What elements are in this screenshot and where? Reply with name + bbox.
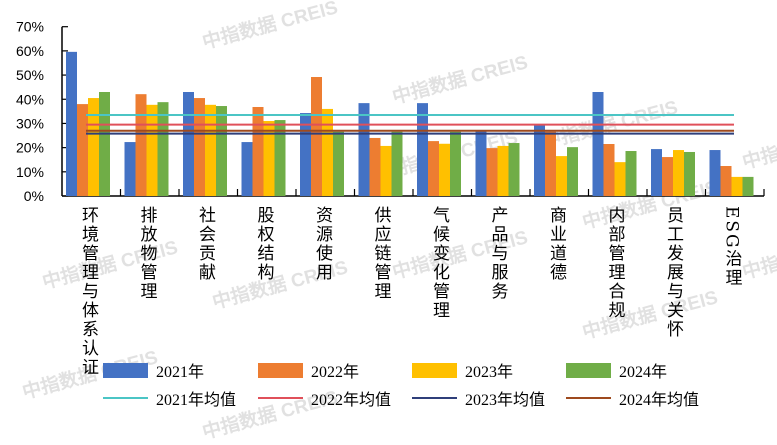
bar-2024年-环境管理与体系认证	[99, 92, 110, 196]
legend-item: 2022年均值	[258, 386, 391, 410]
bar-2022年-商业道德	[545, 131, 556, 196]
bar-2022年-内部管理合规	[603, 144, 615, 196]
legend-label: 2023年	[465, 364, 514, 381]
legend-item: 2023年均值	[412, 386, 545, 410]
bar-2024年-社会贡献	[216, 106, 227, 196]
bar-2022年-排放物管理	[135, 94, 147, 196]
bar-2024年-股权结构	[274, 120, 286, 196]
bar-2021年-内部管理合规	[592, 92, 604, 196]
category-label: 气候变化管理	[429, 206, 449, 320]
bar-2021年-产品与服务	[475, 130, 487, 196]
y-tick-label: 10%	[16, 164, 44, 180]
legend-swatch	[103, 362, 148, 378]
legend-label: 2021年	[156, 364, 205, 381]
bar-2023年-社会贡献	[205, 104, 216, 196]
bar-2024年-排放物管理	[157, 102, 169, 196]
legend-line	[258, 397, 303, 399]
bar-2022年-环境管理与体系认证	[77, 104, 88, 196]
legend-item: 2024年均值	[566, 386, 699, 410]
bar-2024年-ESG治理	[742, 176, 754, 196]
bar-2023年-内部管理合规	[614, 162, 626, 196]
bar-2021年-排放物管理	[124, 142, 136, 196]
y-tick-label: 20%	[16, 140, 44, 156]
bar-2024年-资源使用	[333, 131, 344, 196]
bar-chart: 0% 10% 20% 30% 40% 50% 60% 70%	[16, 19, 765, 204]
bar-2023年-员工发展与关怀	[673, 150, 684, 196]
bar-2022年-资源使用	[311, 77, 322, 196]
bar-2024年-产品与服务	[508, 143, 520, 196]
bar-2021年-环境管理与体系认证	[66, 51, 77, 196]
bar-2024年-气候变化管理	[450, 131, 461, 196]
legend-label: 2022年均值	[311, 392, 392, 409]
bar-2023年-产品与服务	[497, 145, 509, 196]
legend-label: 2023年均值	[465, 392, 546, 409]
bar-2022年-产品与服务	[486, 148, 498, 196]
bar-2023年-气候变化管理	[439, 143, 450, 196]
bar-2024年-员工发展与关怀	[684, 151, 695, 196]
bar-2024年-内部管理合规	[625, 151, 637, 196]
legend-line	[412, 397, 457, 399]
category-label: ESG治理	[721, 206, 742, 288]
bar-2024年-商业道德	[567, 147, 578, 196]
y-tick-label: 30%	[16, 115, 44, 131]
legend-item: 2022年	[258, 358, 359, 382]
bar-2023年-资源使用	[322, 108, 333, 196]
bar-2023年-排放物管理	[146, 104, 158, 196]
legend-item: 2024年	[566, 358, 667, 382]
bar-2021年-供应链管理	[358, 103, 370, 196]
bar-2021年-资源使用	[300, 113, 311, 196]
legend-item: 2021年均值	[103, 386, 236, 410]
bar-2023年-ESG治理	[731, 176, 743, 196]
legend-swatch	[412, 362, 457, 378]
y-tick-label: 0%	[24, 188, 44, 204]
bar-2021年-社会贡献	[183, 92, 194, 196]
category-label: 股权结构	[253, 206, 274, 282]
category-label: 产品与服务	[487, 206, 508, 301]
bar-2024年-供应链管理	[391, 131, 403, 196]
bar-2021年-ESG治理	[709, 150, 721, 196]
bar-2023年-商业道德	[556, 156, 567, 196]
legend-item: 2023年	[412, 358, 513, 382]
legend-swatch	[566, 362, 611, 378]
legend-label: 2022年	[311, 364, 360, 381]
legend-label: 2021年均值	[156, 392, 237, 409]
y-tick-label: 60%	[16, 43, 44, 59]
category-label: 社会贡献	[195, 206, 215, 282]
category-label: 环境管理与体系认证	[78, 206, 98, 377]
bar-2022年-员工发展与关怀	[662, 157, 673, 196]
bar-2021年-员工发展与关怀	[651, 149, 662, 196]
bar-2023年-环境管理与体系认证	[88, 98, 99, 196]
category-label: 资源使用	[312, 206, 332, 282]
bar-2022年-股权结构	[252, 106, 264, 196]
legend-item: 2021年	[103, 358, 204, 382]
legend-label: 2024年均值	[619, 392, 700, 409]
y-tick-label: 70%	[16, 19, 44, 35]
bar-2023年-股权结构	[263, 121, 275, 196]
legend-swatch	[258, 362, 303, 378]
bar-2021年-股权结构	[241, 142, 253, 196]
bar-2021年-商业道德	[534, 125, 545, 196]
legend-label: 2024年	[619, 364, 668, 381]
legend-line	[566, 397, 611, 399]
legend-line	[103, 397, 148, 399]
bar-2022年-气候变化管理	[428, 141, 439, 196]
category-label: 员工发展与关怀	[663, 206, 683, 339]
y-tick-label: 40%	[16, 91, 44, 107]
y-tick-label: 50%	[16, 67, 44, 83]
bar-2021年-气候变化管理	[417, 103, 428, 196]
category-label: 供应链管理	[370, 206, 391, 301]
category-label: 排放物管理	[136, 206, 157, 301]
category-label: 内部管理合规	[604, 206, 625, 320]
category-label: 商业道德	[546, 206, 566, 282]
bar-2023年-供应链管理	[380, 145, 392, 196]
bar-2022年-社会贡献	[194, 98, 205, 196]
bar-2022年-供应链管理	[369, 137, 381, 196]
bar-2022年-ESG治理	[720, 166, 732, 196]
